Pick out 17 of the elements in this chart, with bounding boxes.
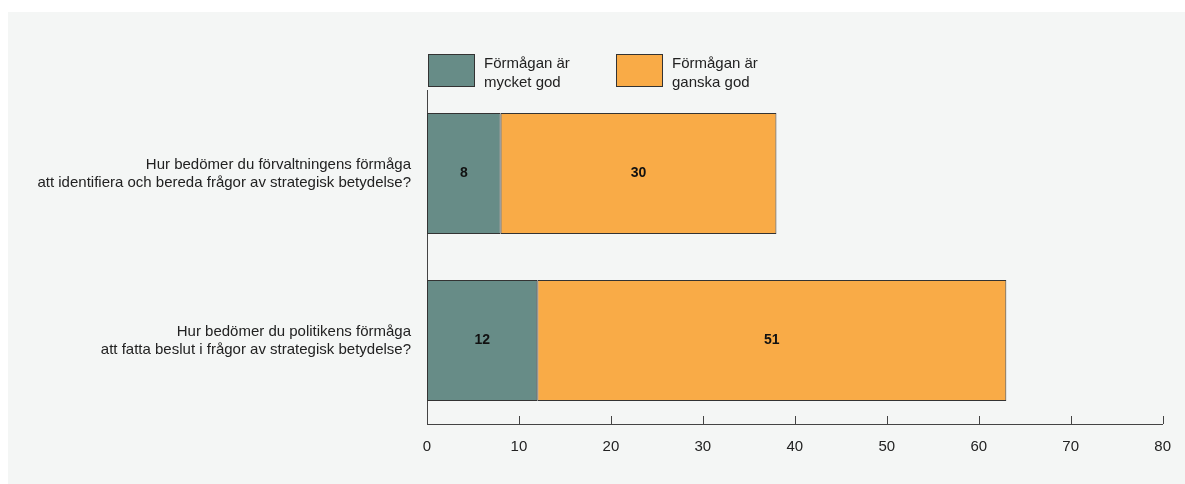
data-label: 12 (474, 331, 491, 348)
x-tick-label: 70 (1062, 437, 1080, 455)
x-tick-label: 30 (694, 437, 712, 455)
x-tick-label: 10 (510, 437, 528, 455)
data-label: 30 (630, 164, 647, 181)
y-tick-label: Hur bedömer du förvaltningens förmåga att identifiera och bereda frågor av strategisk betydelse? (37, 154, 412, 190)
x-tick-label: 80 (1154, 437, 1171, 455)
y-tick-label: Hur bedömer du politikens förmåga att fatta beslut i frågor av strategisk betydelse? (100, 321, 412, 357)
data-label: 51 (764, 331, 780, 348)
legend-label: Förmågan är ganska god (672, 53, 759, 91)
x-tick-label: 40 (786, 437, 804, 455)
data-label: 8 (459, 164, 468, 181)
x-tick-label: 0 (422, 437, 432, 455)
x-tick-label: 50 (878, 437, 896, 455)
x-tick-label: 60 (970, 437, 988, 455)
x-tick-label: 20 (602, 437, 620, 455)
legend-label: Förmågan är mycket god (484, 53, 571, 91)
